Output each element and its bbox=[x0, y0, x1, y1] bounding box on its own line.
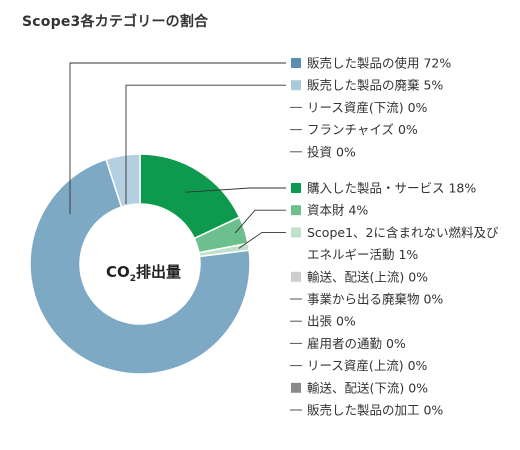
legend-item: 販売した製品の使用 72% bbox=[291, 56, 451, 71]
data-label: 0% bbox=[408, 100, 428, 115]
legend-label: 販売した製品の廃棄 5% bbox=[307, 78, 443, 93]
data-label: 1% bbox=[398, 247, 418, 262]
slices-layer bbox=[29, 153, 251, 375]
legend-item: 資本財 4% bbox=[291, 203, 368, 218]
legend-item: リース資産(上流) 0% bbox=[290, 358, 428, 373]
legend-swatch bbox=[291, 183, 301, 193]
center-label: CO2排出量 bbox=[106, 263, 181, 284]
legend-swatch bbox=[291, 382, 301, 393]
legend-item: 投資 0% bbox=[290, 144, 356, 159]
leader-line-2 bbox=[238, 231, 286, 249]
leader-line-10 bbox=[69, 62, 286, 214]
legend: 販売した製品の使用 72% 販売した製品の廃棄 5% リース資産(下流) 0% フラン… bbox=[290, 56, 499, 418]
center-label-subscript: 2 bbox=[130, 274, 136, 284]
data-label: 4% bbox=[348, 203, 368, 218]
legend-label-line2: エネルギー活動 1% bbox=[307, 247, 418, 262]
chart-title: Scope3各カテゴリーの割合 bbox=[22, 14, 209, 30]
leader-line-1 bbox=[234, 209, 286, 234]
legend-label-line1: Scope1、2に含まれない燃料及び bbox=[307, 225, 499, 240]
legend-item: リース資産(下流) 0% bbox=[290, 100, 428, 115]
slice-11 bbox=[105, 153, 141, 208]
leader-line-11 bbox=[125, 84, 286, 204]
leader-lines bbox=[69, 62, 286, 249]
data-label: 0% bbox=[423, 403, 443, 418]
legend-label: 雇用者の通勤 0% bbox=[307, 336, 406, 351]
data-label: 0% bbox=[336, 314, 356, 329]
legend-label: 輸送、配送(下流) 0% bbox=[307, 380, 428, 395]
data-label: 0% bbox=[408, 358, 428, 373]
legend-label: 事業から出る廃棄物 0% bbox=[307, 292, 443, 307]
data-label: 0% bbox=[408, 380, 428, 395]
legend-swatch bbox=[291, 205, 301, 216]
legend-item: 購入した製品・サービス 18% bbox=[291, 181, 476, 196]
leader-line-0 bbox=[185, 187, 286, 193]
data-label: 0% bbox=[386, 336, 406, 351]
data-label: 0% bbox=[423, 292, 443, 307]
data-label: 0% bbox=[408, 269, 428, 284]
legend-label: 購入した製品・サービス 18% bbox=[307, 181, 476, 196]
data-label: 72% bbox=[423, 56, 451, 71]
slice-10 bbox=[29, 158, 251, 375]
legend-swatch bbox=[291, 58, 301, 68]
legend-label: Scope1、2に含まれない燃料及び bbox=[307, 225, 499, 240]
legend-label: 販売した製品の使用 72% bbox=[307, 56, 451, 71]
legend-label: 輸送、配送(上流) 0% bbox=[307, 269, 428, 284]
legend-item: 雇用者の通勤 0% bbox=[290, 336, 406, 351]
center-label-suffix: 排出量 bbox=[136, 263, 181, 281]
data-label: 18% bbox=[448, 181, 476, 196]
legend-swatch bbox=[291, 80, 301, 91]
legend-item: 輸送、配送(下流) 0% bbox=[291, 380, 428, 395]
legend-label: 出張 0% bbox=[307, 314, 356, 329]
legend-item: 販売した製品の加工 0% bbox=[290, 403, 443, 418]
data-label: 0% bbox=[398, 122, 418, 137]
legend-item: 販売した製品の廃棄 5% bbox=[291, 78, 443, 93]
legend-label: リース資産(上流) 0% bbox=[307, 358, 428, 373]
legend-item: 出張 0% bbox=[290, 314, 356, 329]
legend-item: 輸送、配送(上流) 0% bbox=[291, 269, 428, 284]
legend-label: リース資産(下流) 0% bbox=[307, 100, 428, 115]
legend-label: 資本財 4% bbox=[307, 203, 368, 218]
data-label: 0% bbox=[336, 144, 356, 159]
legend-item: フランチャイズ 0% bbox=[290, 122, 418, 137]
center-label-prefix: CO bbox=[106, 263, 130, 281]
data-label: 5% bbox=[423, 78, 443, 93]
legend-swatch bbox=[291, 271, 301, 282]
legend-swatch bbox=[291, 227, 301, 238]
legend-item: 事業から出る廃棄物 0% bbox=[290, 292, 443, 307]
legend-label: 販売した製品の加工 0% bbox=[307, 403, 443, 418]
legend-label: 投資 0% bbox=[307, 144, 356, 159]
legend-label: フランチャイズ 0% bbox=[307, 122, 418, 137]
